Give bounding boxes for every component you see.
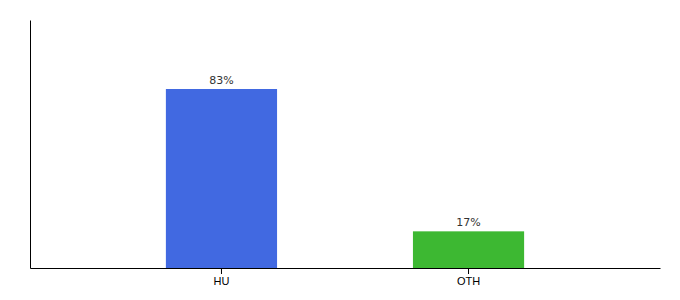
bars <box>166 89 524 268</box>
x-axis-line <box>31 268 661 269</box>
x-tick: OTH <box>457 268 480 287</box>
x-tick-label: HU <box>214 275 230 287</box>
chart: HU OTH 83% 17% <box>0 0 680 300</box>
data-label: 83% <box>209 74 233 87</box>
x-tick-mark <box>221 268 222 274</box>
data-label: 17% <box>456 216 480 229</box>
y-axis <box>30 21 31 269</box>
x-tick-label: OTH <box>457 275 480 287</box>
y-axis-line <box>30 21 31 269</box>
x-axis: HU OTH <box>31 268 661 287</box>
x-tick: HU <box>214 268 230 287</box>
bar <box>413 231 524 268</box>
x-tick-mark <box>468 268 469 274</box>
data-labels: 83% 17% <box>209 74 481 229</box>
bar <box>166 89 277 268</box>
plot: HU OTH 83% 17% <box>31 21 661 287</box>
